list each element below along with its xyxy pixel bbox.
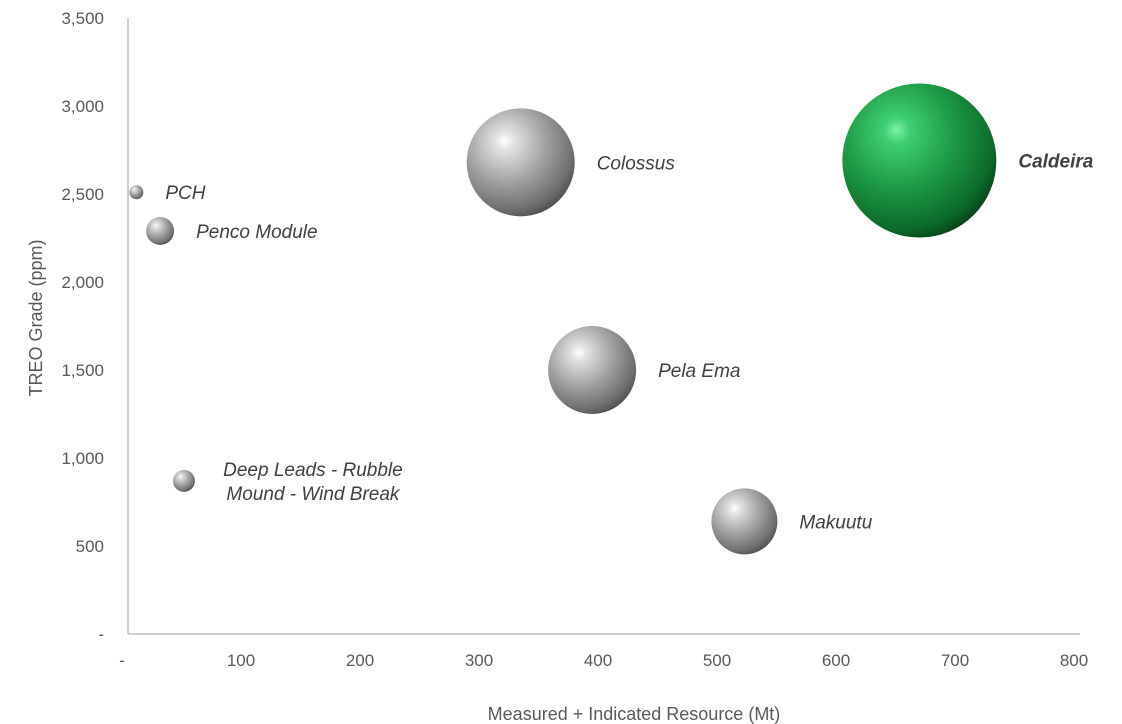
x-tick-labels: - 100 200 300 400 500 600 700 800 (119, 651, 1088, 670)
x-tick-label: 800 (1060, 651, 1088, 670)
y-tick-label: 3,500 (61, 9, 104, 28)
bubble-labels: PCH Penco Module Deep Leads - Rubble Mound … (165, 152, 1093, 534)
bubble-pela-ema (548, 326, 637, 414)
bubble-pch (129, 185, 144, 200)
bubble-label: Pela Ema (658, 361, 740, 382)
y-tick-label: - (98, 625, 104, 644)
x-tick-label: 600 (822, 651, 850, 670)
bubble-label: PCH (165, 183, 205, 204)
bubble-deep-leads-rubble-mound-wind-break (172, 469, 195, 492)
bubbles (129, 83, 997, 555)
bubble-label: Colossus (597, 153, 676, 174)
bubble-caldeira (842, 83, 997, 238)
y-tick-label: 500 (76, 537, 104, 556)
bubble-label: Deep Leads - Rubble (223, 460, 403, 481)
y-axis-title: TREO Grade (ppm) (26, 239, 46, 396)
x-tick-label: 500 (703, 651, 731, 670)
y-tick-label: 2,000 (61, 273, 104, 292)
bubble-makuutu (711, 488, 778, 555)
x-tick-label: 700 (941, 651, 969, 670)
y-tick-label: 2,500 (61, 185, 104, 204)
bubble-penco-module (146, 216, 175, 245)
bubble-label: Mound - Wind Break (226, 484, 401, 505)
x-axis-title: Measured + Indicated Resource (Mt) (488, 704, 781, 724)
bubble-label: Caldeira (1018, 152, 1093, 173)
bubble-label: Penco Module (196, 222, 317, 243)
bubble-label: Makuutu (799, 512, 872, 533)
x-tick-label: 300 (465, 651, 493, 670)
bubble-colossus (466, 108, 575, 217)
x-tick-label: 400 (584, 651, 612, 670)
y-tick-label: 3,000 (61, 97, 104, 116)
y-tick-label: 1,500 (61, 361, 104, 380)
y-tick-labels: - 500 1,000 1,500 2,000 2,500 3,000 3,500 (61, 9, 104, 644)
x-tick-label: - (119, 651, 125, 670)
x-tick-label: 100 (227, 651, 255, 670)
axes (127, 18, 1080, 635)
x-tick-label: 200 (346, 651, 374, 670)
y-tick-label: 1,000 (61, 449, 104, 468)
